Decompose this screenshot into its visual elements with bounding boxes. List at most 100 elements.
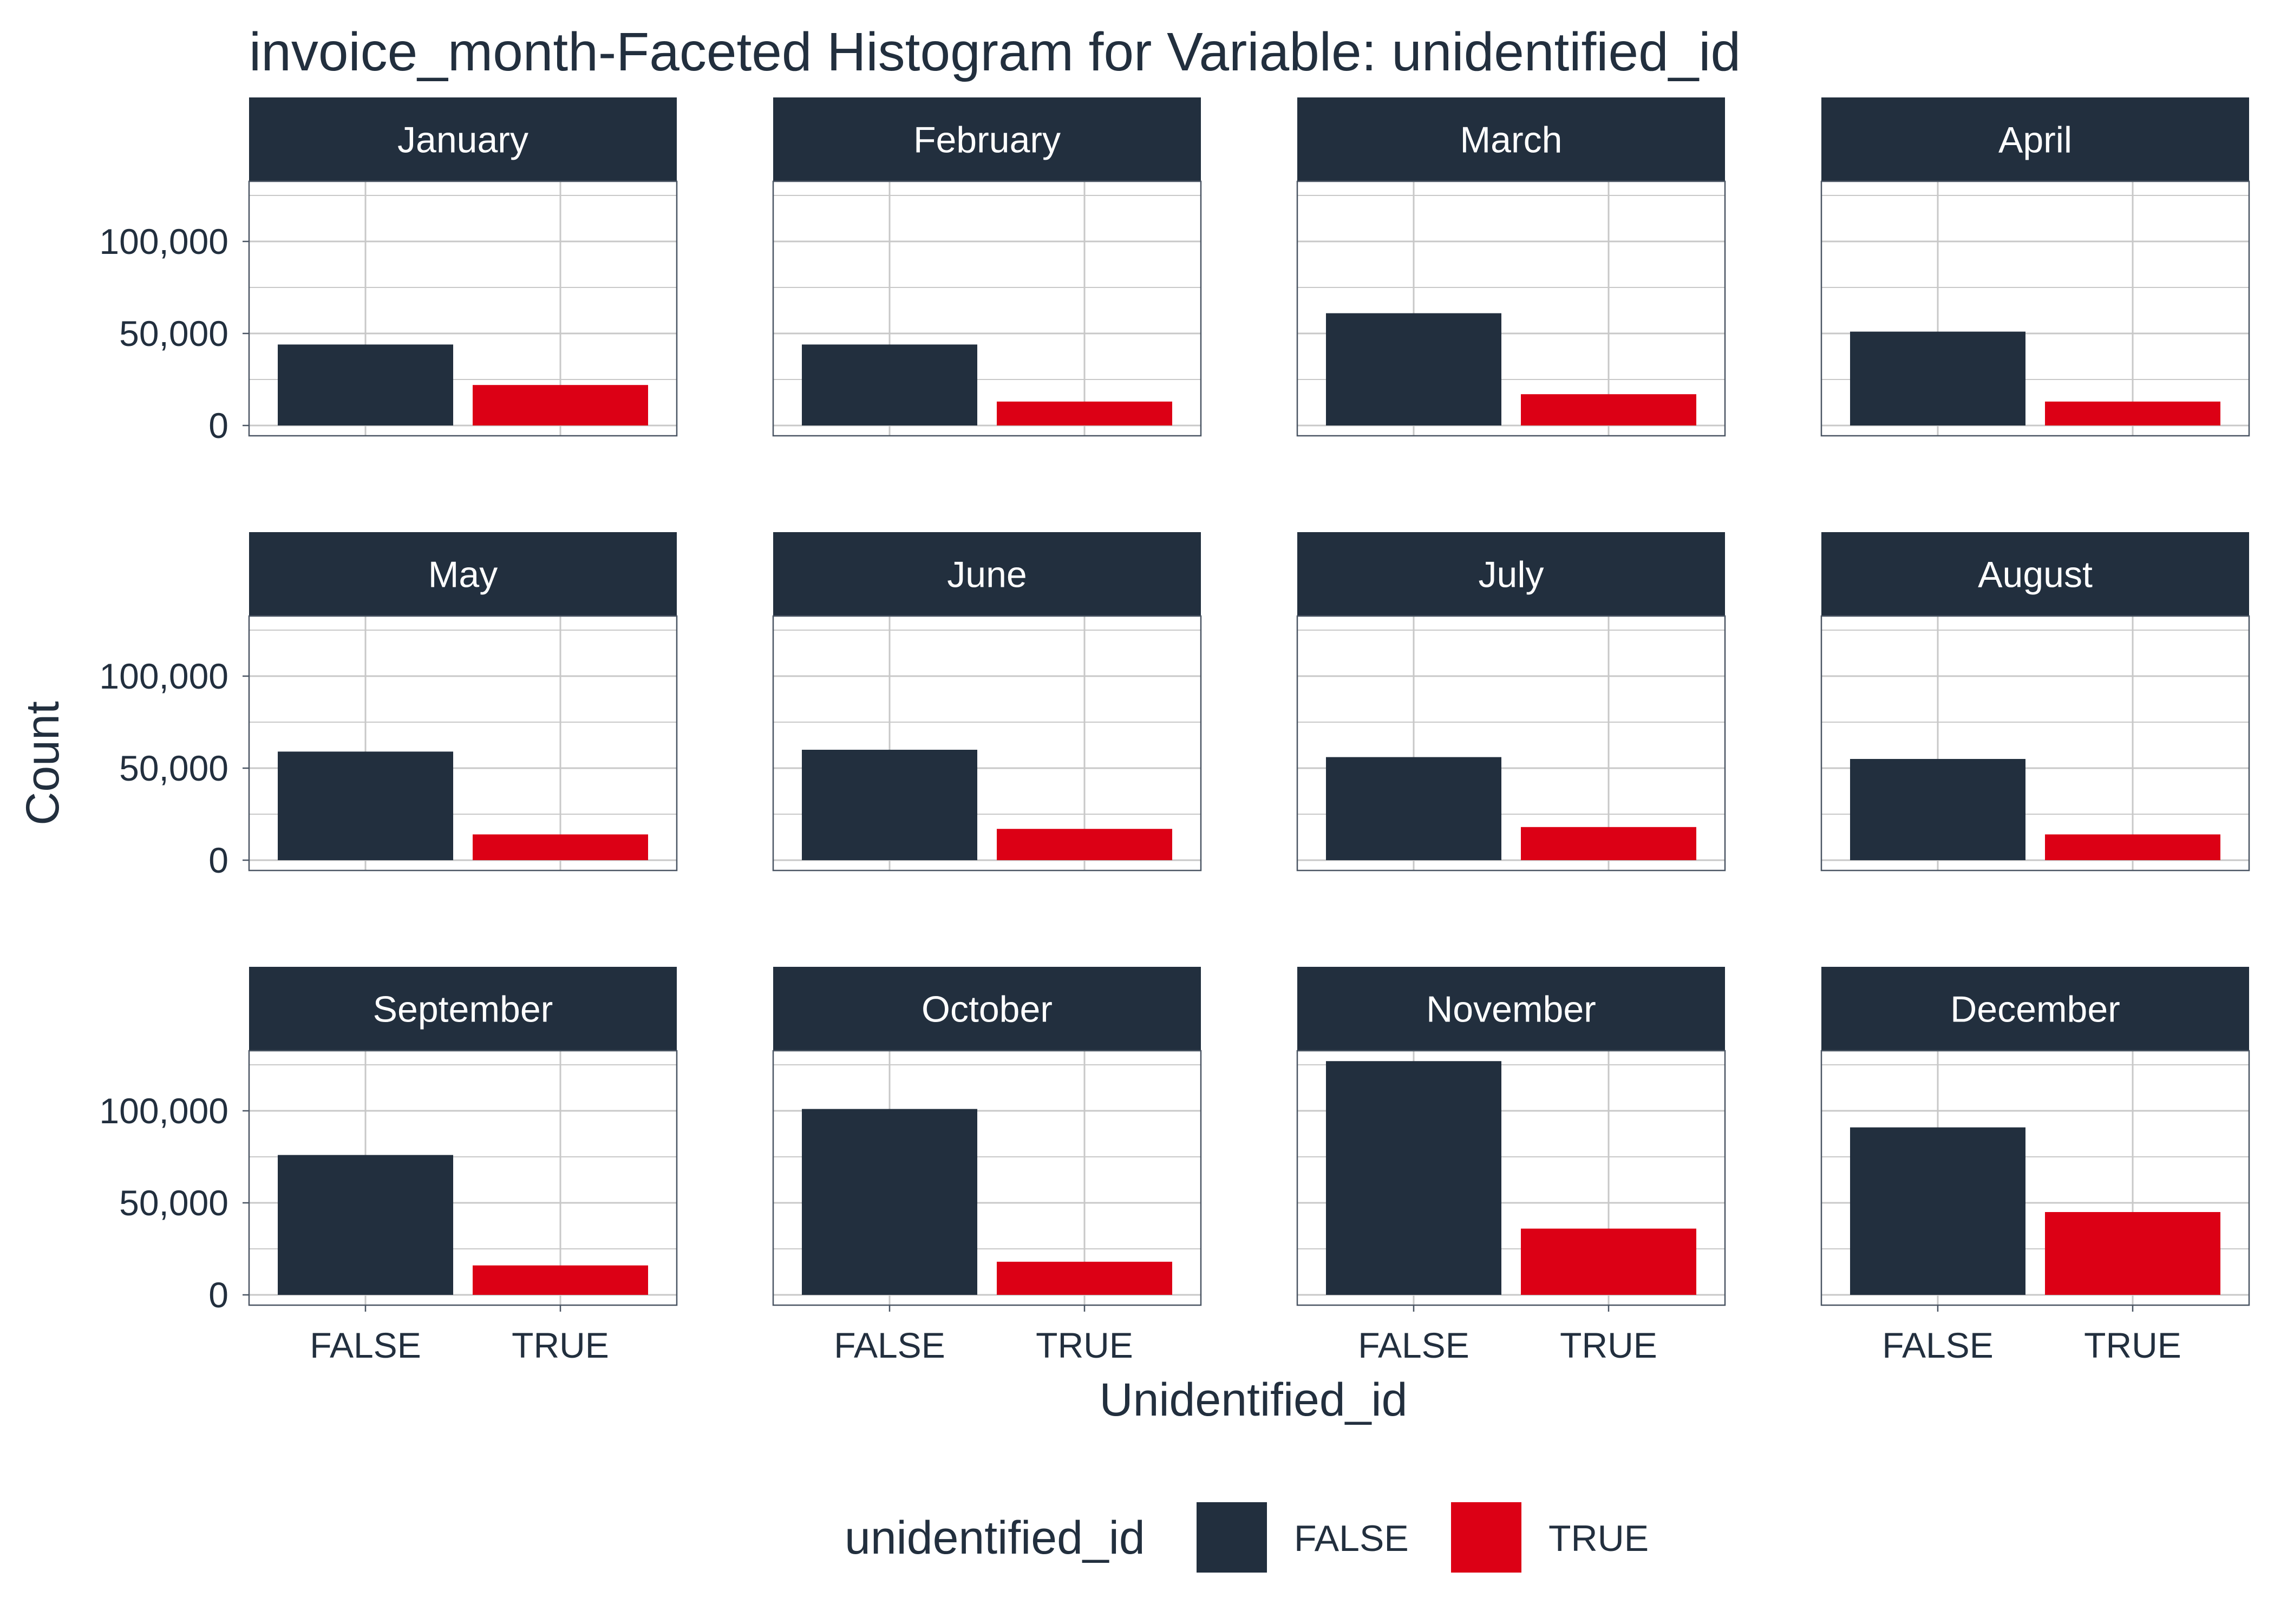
bar-august-false bbox=[1850, 759, 2025, 860]
facet-july: July bbox=[1296, 532, 1726, 872]
facet-june: June bbox=[772, 532, 1202, 872]
bar-february-true bbox=[997, 401, 1172, 425]
facet-strip-label: February bbox=[913, 120, 1061, 161]
bar-july-false bbox=[1326, 757, 1501, 860]
legend-label-true: TRUE bbox=[1548, 1518, 1649, 1559]
x-tick-label: FALSE bbox=[1358, 1325, 1469, 1365]
y-tick-label: 50,000 bbox=[119, 313, 228, 353]
legend-key-false bbox=[1197, 1502, 1267, 1573]
facet-may: May 0 50,000 100,000 bbox=[99, 532, 678, 880]
bar-june-false bbox=[802, 750, 977, 860]
bar-january-false bbox=[278, 344, 453, 425]
panel-border bbox=[1820, 180, 2250, 437]
facet-strip bbox=[773, 532, 1201, 616]
bar-april-false bbox=[1850, 331, 2025, 425]
facet-strip-label: August bbox=[1978, 554, 2093, 595]
facet-august: August bbox=[1820, 532, 2250, 872]
facet-april: April bbox=[1820, 97, 2250, 437]
bar-july-true bbox=[1521, 827, 1696, 860]
facet-grid: January 0 50,000 100,000 February March April M… bbox=[99, 97, 2250, 1365]
facet-march: March bbox=[1296, 97, 1726, 437]
facet-january: January 0 50,000 100,000 bbox=[99, 97, 678, 446]
facet-strip-label: April bbox=[1998, 120, 2072, 161]
bar-march-false bbox=[1326, 313, 1501, 425]
facet-strip bbox=[1297, 967, 1725, 1051]
bar-december-false bbox=[1850, 1127, 2025, 1295]
bar-november-false bbox=[1326, 1061, 1501, 1295]
facet-strip-label: March bbox=[1460, 120, 1563, 161]
x-tick-label: FALSE bbox=[834, 1325, 945, 1365]
y-tick-label: 100,000 bbox=[99, 221, 228, 261]
bar-march-true bbox=[1521, 394, 1696, 425]
facet-strip bbox=[1297, 97, 1725, 181]
panel-border bbox=[248, 180, 678, 437]
panel-border bbox=[248, 615, 678, 872]
panel-border bbox=[248, 1050, 678, 1306]
bar-november-true bbox=[1521, 1228, 1696, 1295]
y-tick-label: 50,000 bbox=[119, 1183, 228, 1223]
facet-strip bbox=[249, 532, 677, 616]
chart-title: invoice_month-Faceted Histogram for Vari… bbox=[249, 22, 1741, 82]
bar-june-true bbox=[997, 829, 1172, 860]
facet-strip bbox=[1297, 532, 1725, 616]
x-tick-label: FALSE bbox=[310, 1325, 421, 1365]
facet-strip bbox=[1821, 967, 2249, 1051]
y-tick-label: 0 bbox=[208, 405, 228, 446]
y-tick-label: 0 bbox=[208, 840, 228, 880]
y-tick-label: 100,000 bbox=[99, 656, 228, 696]
x-tick-label: FALSE bbox=[1882, 1325, 1993, 1365]
panel-border bbox=[1296, 1050, 1726, 1306]
bar-april-true bbox=[2045, 401, 2220, 425]
facet-strip-label: January bbox=[397, 120, 528, 161]
facet-strip-label: November bbox=[1426, 989, 1596, 1030]
facet-strip-label: July bbox=[1479, 554, 1544, 595]
bar-january-true bbox=[473, 385, 648, 425]
bar-may-false bbox=[278, 751, 453, 860]
facet-october: October FALSE TRUE bbox=[772, 967, 1202, 1365]
legend-key-true bbox=[1451, 1502, 1521, 1573]
bar-december-true bbox=[2045, 1212, 2220, 1295]
facet-strip-label: December bbox=[1950, 989, 2120, 1030]
bar-october-false bbox=[802, 1109, 977, 1295]
x-axis-title: Unidentified_id bbox=[1100, 1374, 1408, 1426]
y-axis-title: Count bbox=[17, 701, 69, 826]
facet-strip-label: September bbox=[373, 989, 553, 1030]
panel-border bbox=[1296, 615, 1726, 872]
bar-september-false bbox=[278, 1155, 453, 1295]
panel-border bbox=[772, 180, 1202, 437]
bar-september-true bbox=[473, 1265, 648, 1295]
x-tick-label: TRUE bbox=[1560, 1325, 1657, 1365]
facet-september: September 0 50,000 100,000 FALSE TRUE bbox=[99, 967, 678, 1365]
x-tick-label: TRUE bbox=[2084, 1325, 2181, 1365]
bar-october-true bbox=[997, 1261, 1172, 1295]
facet-february: February bbox=[772, 97, 1202, 437]
facet-strip bbox=[773, 97, 1201, 181]
legend-label-false: FALSE bbox=[1294, 1518, 1409, 1559]
legend: unidentified_id FALSE TRUE bbox=[845, 1502, 1649, 1573]
legend-title: unidentified_id bbox=[845, 1512, 1145, 1564]
facet-strip bbox=[249, 967, 677, 1051]
bar-february-false bbox=[802, 344, 977, 425]
facet-strip-label: October bbox=[922, 989, 1053, 1030]
facet-december: December FALSE TRUE bbox=[1820, 967, 2250, 1365]
bar-august-true bbox=[2045, 834, 2220, 860]
panel-border bbox=[1296, 180, 1726, 437]
x-tick-label: TRUE bbox=[512, 1325, 609, 1365]
facet-strip bbox=[1821, 532, 2249, 616]
facet-november: November FALSE TRUE bbox=[1296, 967, 1726, 1365]
panel-border bbox=[1820, 615, 2250, 872]
facet-strip-label: May bbox=[428, 554, 498, 595]
facet-strip bbox=[1821, 97, 2249, 181]
y-tick-label: 0 bbox=[208, 1275, 228, 1315]
y-tick-label: 100,000 bbox=[99, 1091, 228, 1131]
facet-strip-label: June bbox=[947, 554, 1027, 595]
facet-strip bbox=[773, 967, 1201, 1051]
bar-may-true bbox=[473, 834, 648, 860]
panel-border bbox=[772, 1050, 1202, 1306]
panel-border bbox=[772, 615, 1202, 872]
x-tick-label: TRUE bbox=[1036, 1325, 1133, 1365]
y-tick-label: 50,000 bbox=[119, 748, 228, 788]
facet-strip bbox=[249, 97, 677, 181]
panel-border bbox=[1820, 1050, 2250, 1306]
